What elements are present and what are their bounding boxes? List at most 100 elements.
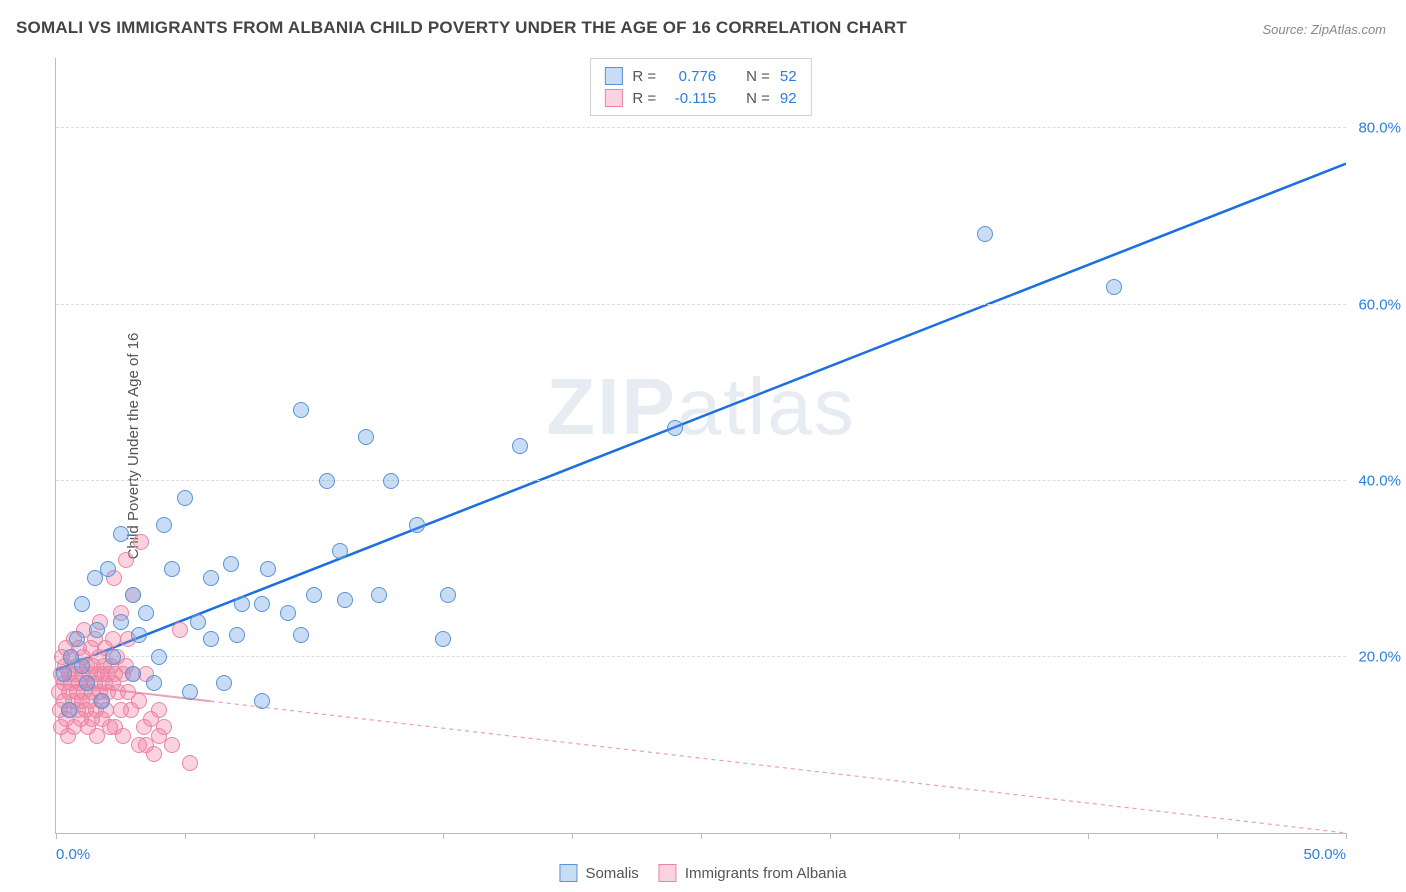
ytick-label: 20.0% bbox=[1358, 648, 1401, 665]
point-albania bbox=[118, 552, 134, 568]
gridline bbox=[56, 127, 1346, 128]
gridline bbox=[56, 480, 1346, 481]
legend-label-somalis: Somalis bbox=[585, 865, 638, 882]
xtick bbox=[1346, 833, 1347, 839]
point-somalis bbox=[203, 570, 219, 586]
watermark-part2: atlas bbox=[677, 362, 856, 451]
plot-region: ZIPatlas 20.0%40.0%60.0%80.0%0.0%50.0% bbox=[55, 58, 1346, 834]
point-somalis bbox=[223, 556, 239, 572]
point-somalis bbox=[74, 658, 90, 674]
r-value-b: -0.115 bbox=[666, 90, 716, 107]
point-somalis bbox=[146, 675, 162, 691]
ytick-label: 40.0% bbox=[1358, 472, 1401, 489]
point-somalis bbox=[105, 649, 121, 665]
ytick-label: 60.0% bbox=[1358, 296, 1401, 313]
point-somalis bbox=[371, 587, 387, 603]
point-somalis bbox=[358, 429, 374, 445]
point-somalis bbox=[125, 666, 141, 682]
point-albania bbox=[156, 719, 172, 735]
point-somalis bbox=[409, 517, 425, 533]
n-value-a: 52 bbox=[780, 68, 797, 85]
point-somalis bbox=[260, 561, 276, 577]
point-somalis bbox=[190, 614, 206, 630]
point-somalis bbox=[156, 517, 172, 533]
swatch-somalis bbox=[604, 67, 622, 85]
point-somalis bbox=[254, 596, 270, 612]
point-somalis bbox=[306, 587, 322, 603]
r-label: R = bbox=[632, 68, 656, 85]
stats-row-a: R = 0.776 N = 52 bbox=[604, 65, 796, 87]
point-somalis bbox=[61, 702, 77, 718]
point-somalis bbox=[319, 473, 335, 489]
xtick bbox=[701, 833, 702, 839]
point-somalis bbox=[113, 614, 129, 630]
point-somalis bbox=[113, 526, 129, 542]
watermark-part1: ZIP bbox=[546, 362, 676, 451]
point-somalis bbox=[293, 627, 309, 643]
point-somalis bbox=[94, 693, 110, 709]
point-somalis bbox=[151, 649, 167, 665]
point-somalis bbox=[1106, 279, 1122, 295]
xtick-label: 0.0% bbox=[56, 846, 90, 863]
point-albania bbox=[146, 746, 162, 762]
point-albania bbox=[172, 622, 188, 638]
gridline bbox=[56, 656, 1346, 657]
source-label: Source: ZipAtlas.com bbox=[1262, 22, 1386, 37]
point-albania bbox=[151, 702, 167, 718]
point-somalis bbox=[977, 226, 993, 242]
point-somalis bbox=[435, 631, 451, 647]
point-albania bbox=[131, 693, 147, 709]
point-somalis bbox=[69, 631, 85, 647]
xtick bbox=[1217, 833, 1218, 839]
point-somalis bbox=[182, 684, 198, 700]
n-label: N = bbox=[746, 90, 770, 107]
trend-lines bbox=[56, 58, 1346, 833]
point-somalis bbox=[164, 561, 180, 577]
xtick bbox=[1088, 833, 1089, 839]
swatch-albania bbox=[659, 864, 677, 882]
stats-row-b: R = -0.115 N = 92 bbox=[604, 87, 796, 109]
point-somalis bbox=[337, 592, 353, 608]
gridline bbox=[56, 304, 1346, 305]
point-somalis bbox=[667, 420, 683, 436]
xtick bbox=[185, 833, 186, 839]
point-somalis bbox=[234, 596, 250, 612]
point-somalis bbox=[383, 473, 399, 489]
point-somalis bbox=[138, 605, 154, 621]
bottom-legend: Somalis Immigrants from Albania bbox=[559, 864, 846, 882]
r-value-a: 0.776 bbox=[666, 68, 716, 85]
point-somalis bbox=[332, 543, 348, 559]
xtick bbox=[959, 833, 960, 839]
stats-box: R = 0.776 N = 52 R = -0.115 N = 92 bbox=[589, 58, 811, 116]
r-label: R = bbox=[632, 90, 656, 107]
legend-item-albania: Immigrants from Albania bbox=[659, 864, 847, 882]
n-value-b: 92 bbox=[780, 90, 797, 107]
point-somalis bbox=[216, 675, 232, 691]
xtick-label: 50.0% bbox=[1303, 846, 1346, 863]
point-albania bbox=[164, 737, 180, 753]
point-somalis bbox=[254, 693, 270, 709]
xtick bbox=[56, 833, 57, 839]
swatch-somalis bbox=[559, 864, 577, 882]
point-somalis bbox=[131, 627, 147, 643]
point-somalis bbox=[125, 587, 141, 603]
point-somalis bbox=[203, 631, 219, 647]
chart-area: ZIPatlas 20.0%40.0%60.0%80.0%0.0%50.0% R… bbox=[55, 58, 1346, 834]
ytick-label: 80.0% bbox=[1358, 120, 1401, 137]
point-somalis bbox=[229, 627, 245, 643]
swatch-albania bbox=[604, 89, 622, 107]
point-albania bbox=[182, 755, 198, 771]
point-albania bbox=[133, 534, 149, 550]
xtick bbox=[314, 833, 315, 839]
legend-item-somalis: Somalis bbox=[559, 864, 638, 882]
point-somalis bbox=[100, 561, 116, 577]
point-somalis bbox=[89, 622, 105, 638]
n-label: N = bbox=[746, 68, 770, 85]
point-somalis bbox=[79, 675, 95, 691]
point-somalis bbox=[177, 490, 193, 506]
point-somalis bbox=[56, 666, 72, 682]
point-somalis bbox=[74, 596, 90, 612]
chart-title: SOMALI VS IMMIGRANTS FROM ALBANIA CHILD … bbox=[16, 18, 907, 38]
point-albania bbox=[115, 728, 131, 744]
point-somalis bbox=[293, 402, 309, 418]
